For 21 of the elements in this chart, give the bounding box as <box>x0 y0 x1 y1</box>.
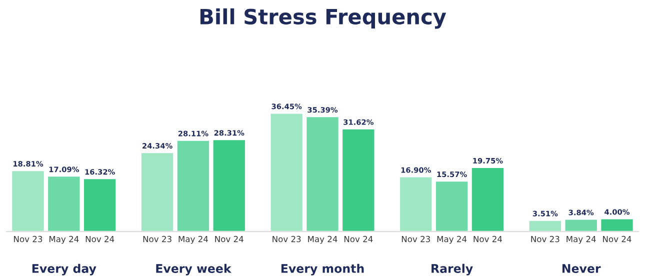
series-label: May 24 <box>49 236 79 244</box>
text: Nov 23 <box>402 236 430 242</box>
text: Nov 23 <box>143 236 172 242</box>
text: Nov 24 <box>474 236 502 242</box>
text: May 24 <box>437 236 467 244</box>
text: Nov 23 <box>531 236 560 242</box>
text: May 24 <box>566 236 596 244</box>
text: Nov 24 <box>344 236 373 242</box>
text: Nov 24 <box>215 236 244 242</box>
series-label: Nov 24 <box>86 236 114 242</box>
text: Nov 23 <box>272 236 301 242</box>
x-tick-label: Every week <box>156 264 232 276</box>
series-label: Nov 23 <box>14 236 42 242</box>
chart-title: Bill Stress Frequency <box>200 8 446 29</box>
x-tick-label: Every month <box>281 264 364 276</box>
x-tick-label: Never <box>562 264 601 273</box>
text: May 24 <box>178 236 208 244</box>
text: Nov 24 <box>603 236 632 242</box>
text: May 24 <box>308 236 338 244</box>
x-tick-label: Every day <box>32 264 96 276</box>
x-tick-label: Rarely <box>432 264 473 276</box>
